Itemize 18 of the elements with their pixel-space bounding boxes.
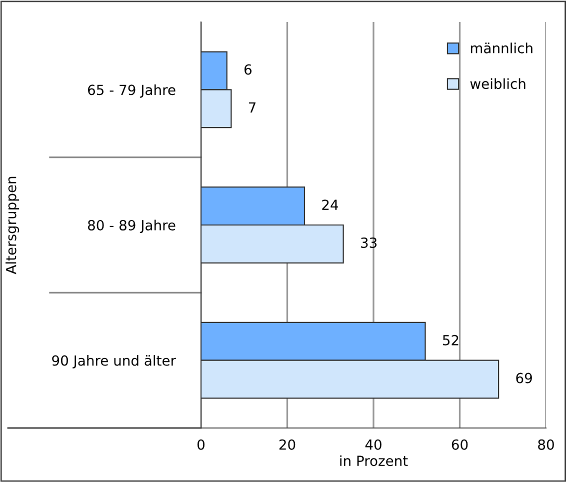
x-tick-label: 20 bbox=[279, 439, 296, 450]
data-label: 69 bbox=[516, 372, 532, 384]
data-label: 24 bbox=[322, 200, 338, 210]
y-tick-label: 90 Jahre und älter bbox=[52, 355, 176, 368]
y-tick-label: 65 - 79 Jahre bbox=[88, 84, 176, 98]
y-tick-label: 80 - 89 Jahre bbox=[88, 220, 176, 234]
data-label: 33 bbox=[361, 237, 377, 248]
x-tick-label: 60 bbox=[452, 439, 468, 450]
x-axis-title: in Prozent bbox=[340, 455, 408, 466]
legend-label: weiblich bbox=[470, 78, 526, 90]
y-axis-title: Altersgruppen bbox=[6, 176, 19, 274]
x-tick-label: 40 bbox=[365, 439, 382, 450]
legend-label: männlich bbox=[470, 42, 532, 54]
x-tick-label: 0 bbox=[197, 439, 204, 450]
x-tick-label: 80 bbox=[538, 439, 554, 450]
data-label: 7 bbox=[248, 102, 256, 112]
data-label: 6 bbox=[244, 64, 252, 75]
data-label: 52 bbox=[442, 334, 458, 346]
